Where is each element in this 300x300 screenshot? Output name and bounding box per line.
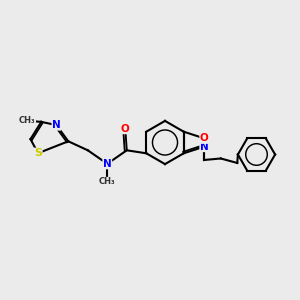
Text: O: O <box>200 134 208 143</box>
Text: S: S <box>34 148 42 158</box>
Text: N: N <box>103 159 112 169</box>
Text: CH₃: CH₃ <box>99 177 116 186</box>
Text: N: N <box>52 120 61 130</box>
Text: CH₃: CH₃ <box>19 116 36 125</box>
Text: N: N <box>200 142 208 152</box>
Text: O: O <box>121 124 130 134</box>
